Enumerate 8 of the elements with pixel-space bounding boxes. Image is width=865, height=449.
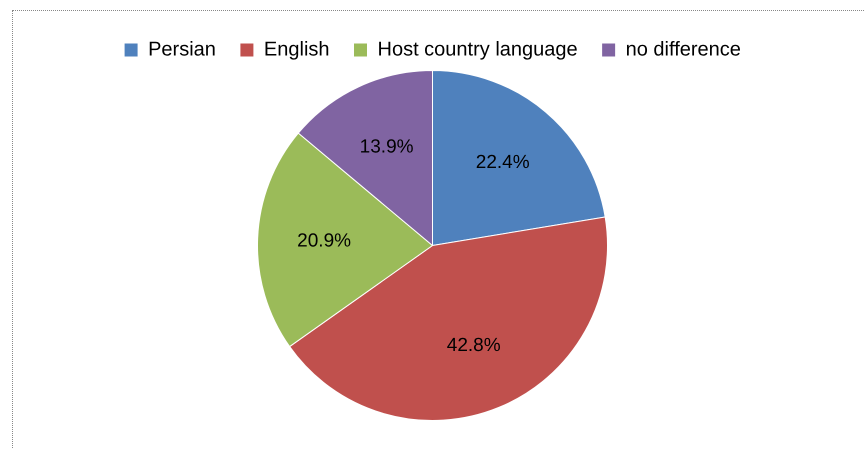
- data-label: 22.4%: [476, 152, 530, 174]
- legend-label: no difference: [626, 38, 741, 61]
- data-label: 42.8%: [446, 335, 501, 356]
- legend-label: Host country language: [378, 38, 578, 61]
- legend-label: English: [264, 38, 330, 61]
- legend-label: Persian: [148, 38, 216, 61]
- data-label: 13.9%: [360, 136, 414, 158]
- data-label: 20.9%: [297, 230, 352, 252]
